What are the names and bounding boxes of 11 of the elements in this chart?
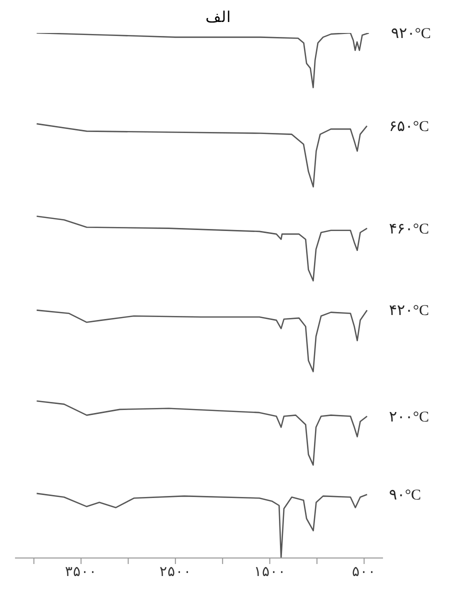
x-tick-label: ۱۵۰۰ <box>254 564 286 580</box>
series-label: ۹۰°C <box>389 487 422 504</box>
series-label: ۶۵۰°C <box>388 118 429 135</box>
series-label: ۹۲۰°C <box>390 26 431 42</box>
x-tick-label: ۵۰۰ <box>352 564 376 580</box>
chart-title: الف <box>204 9 232 27</box>
x-tick-label: ۲۵۰۰ <box>159 564 192 580</box>
x-tick-label: ۳۵۰۰ <box>65 564 98 580</box>
series-label: ۴۲۰°C <box>389 303 430 320</box>
series-label: ۴۶۰°C <box>389 221 430 238</box>
series-label: ۲۰۰°C <box>389 409 430 426</box>
